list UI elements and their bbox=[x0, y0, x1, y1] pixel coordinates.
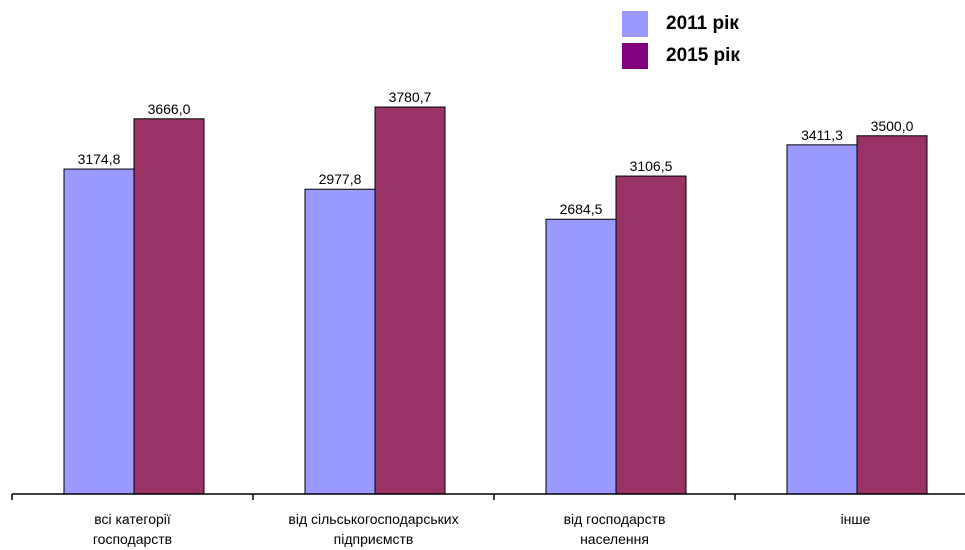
legend-item-2015: 2015 рік bbox=[622, 42, 740, 70]
data-label-s1-c3: 2684,5 bbox=[560, 201, 603, 217]
bar-s2-c1 bbox=[133, 118, 205, 495]
x-tick-label-2-line1: від сільськогосподарських bbox=[288, 511, 458, 527]
bar-s1-c2 bbox=[304, 188, 376, 495]
data-label-s1-c2: 2977,8 bbox=[319, 171, 362, 187]
data-label-s2-c3: 3106,5 bbox=[630, 158, 673, 174]
bar-s1-c3 bbox=[545, 218, 617, 495]
x-tick-label-2-line2: підприємств bbox=[334, 531, 414, 547]
legend-swatch-2011 bbox=[622, 11, 648, 37]
data-label-s2-c4: 3500,0 bbox=[871, 118, 914, 134]
bar-s2-c4 bbox=[856, 135, 928, 495]
bar-s1-c4 bbox=[786, 144, 858, 495]
legend-swatch-2015 bbox=[622, 43, 648, 69]
x-tick-label-4: інше bbox=[841, 511, 871, 527]
legend-item-2011: 2011 рік bbox=[622, 10, 740, 38]
legend-label-2015: 2015 рік bbox=[666, 45, 740, 66]
x-tick-label-3-line1: від господарств bbox=[564, 511, 666, 527]
data-label-s2-c2: 3780,7 bbox=[389, 89, 432, 105]
x-tick-label-1-line1: всі категорії bbox=[94, 511, 171, 527]
x-tick-label-1-line2: господарств bbox=[93, 531, 172, 547]
bar-s2-c2 bbox=[374, 106, 446, 495]
data-label-s1-c1: 3174,8 bbox=[78, 151, 121, 167]
legend: 2011 рік 2015 рік bbox=[622, 10, 740, 74]
data-label-s2-c1: 3666,0 bbox=[148, 101, 191, 117]
bar-s1-c1 bbox=[63, 168, 135, 495]
data-label-s1-c4: 3411,3 bbox=[801, 127, 843, 143]
x-tick-label-3-line2: населення bbox=[580, 531, 649, 547]
bar-s2-c3 bbox=[615, 175, 687, 495]
legend-label-2011: 2011 рік bbox=[666, 13, 739, 34]
